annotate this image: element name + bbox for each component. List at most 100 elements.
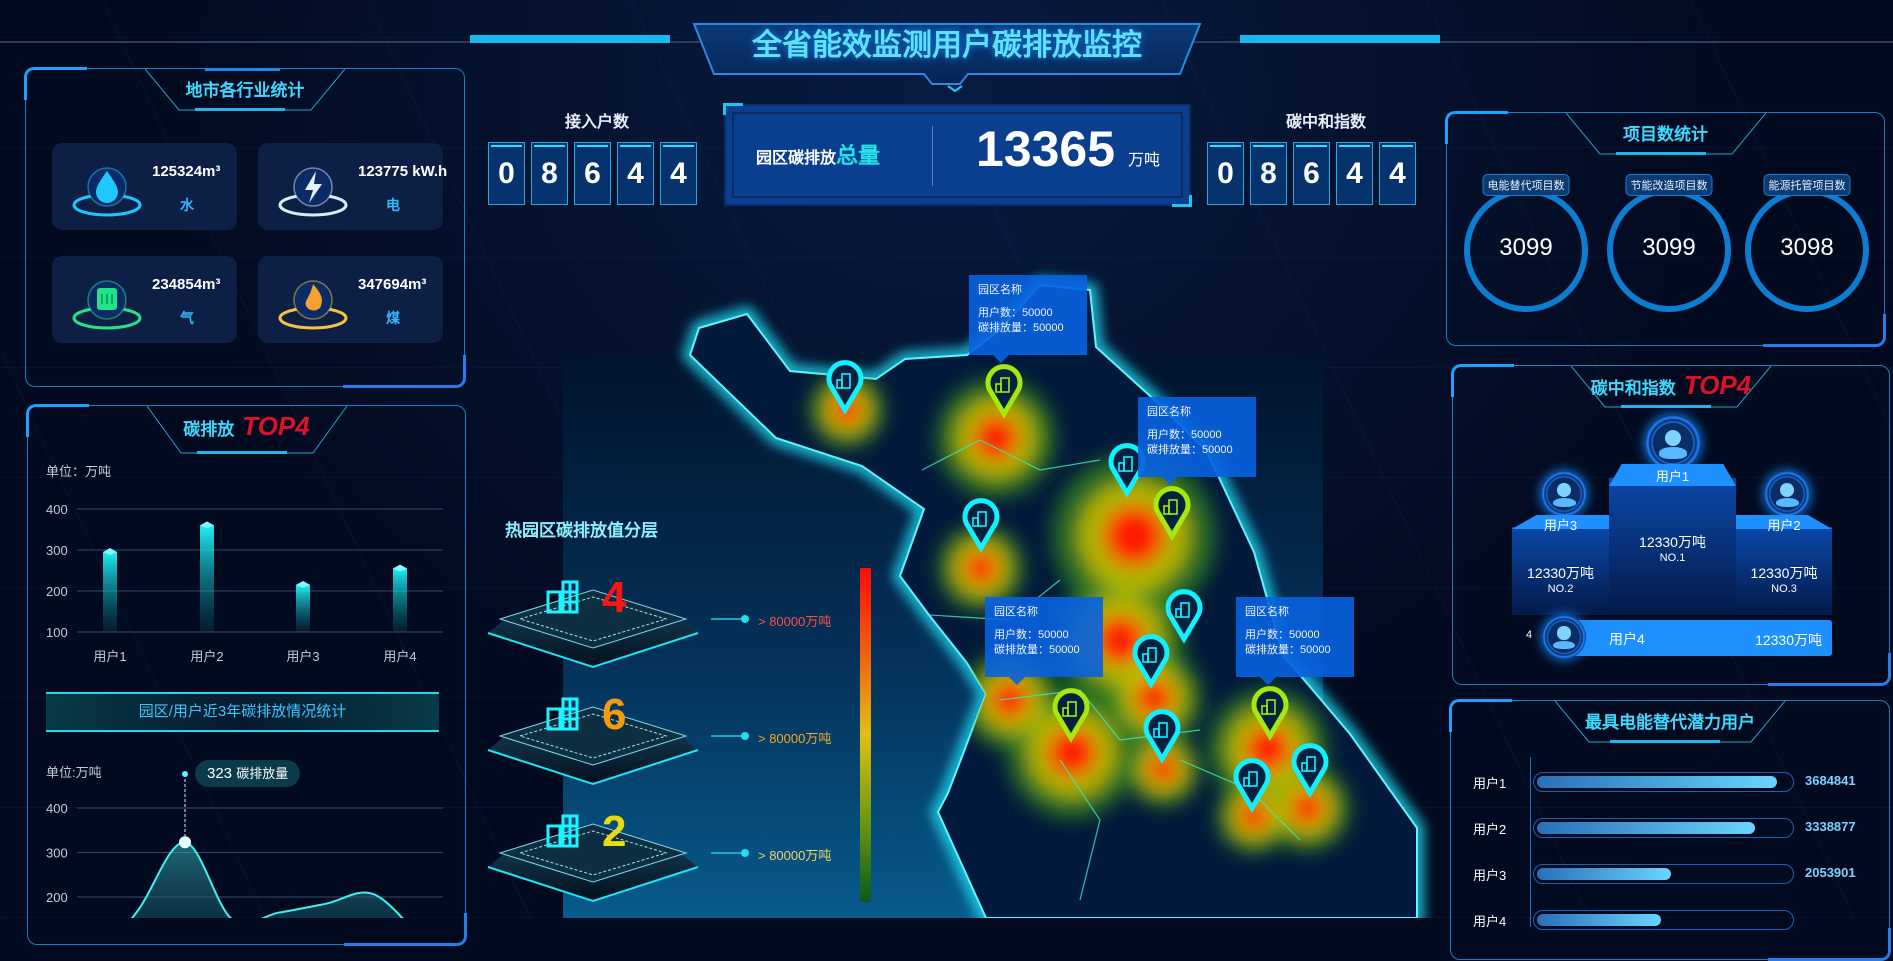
building-pin-icon[interactable]: [1165, 589, 1203, 644]
layer-threshold: > 80000万吨: [758, 614, 832, 629]
popup-emission: 碳排放量：50000: [994, 644, 1080, 656]
industry-card: 123775 kW.h 电: [258, 143, 447, 230]
project-count-ring: 节能改造项目数 3099: [1607, 174, 1731, 312]
line-series: [130, 841, 404, 918]
bar-cap: [296, 580, 310, 588]
building-pin-icon[interactable]: [1233, 758, 1271, 813]
potential-bar-fill: [1537, 776, 1777, 788]
top4-accent: TOP4: [242, 411, 310, 441]
panel-title-tab: 项目数统计: [1565, 112, 1766, 156]
fourth-value: 12330万吨: [1755, 632, 1822, 648]
potential-bar: [1533, 818, 1794, 838]
park-popup[interactable]: 园区名称 用户数：50000 碳排放量：50000: [1138, 397, 1256, 485]
podium-rank: NO.1: [1659, 552, 1686, 564]
digit-box: 8: [1250, 142, 1287, 205]
popup-users: 用户数：50000: [1147, 429, 1222, 441]
layer-threshold: > 80000万吨: [758, 848, 832, 863]
peak-point[interactable]: [179, 836, 191, 849]
heat-spot: [1149, 755, 1177, 783]
industry-label: 气: [180, 310, 194, 326]
building-pin-icon[interactable]: [1251, 686, 1289, 741]
fourth-name: 用户4: [1609, 631, 1645, 647]
bar[interactable]: [393, 568, 407, 632]
y-tick-label: 200: [46, 890, 68, 905]
popup-users: 用户数：50000: [1245, 629, 1320, 641]
project-label: 节能改造项目数: [1625, 174, 1713, 196]
header-frame: [0, 23, 1893, 93]
layer-plate: [487, 697, 749, 786]
podium-value: 12330万吨: [1750, 565, 1818, 581]
bar[interactable]: [296, 584, 310, 632]
park-popup[interactable]: 园区名称 用户数：50000 碳排放量：50000: [1236, 597, 1354, 685]
heat-spot: [1291, 792, 1323, 824]
fourth-place-row[interactable]: 用户4 12330万吨: [1569, 620, 1832, 656]
potential-bar-fill: [1537, 914, 1661, 926]
project-count-ring: 电能替代项目数 3099: [1464, 174, 1588, 312]
potential-axis: [1530, 757, 1531, 927]
popup-name: 园区名称: [1245, 606, 1289, 618]
project-count-ring: 能源托管项目数 3098: [1745, 174, 1869, 312]
industry-card: 347694m³ 煤: [258, 256, 443, 343]
potential-user-label: 用户4: [1473, 914, 1507, 929]
bar[interactable]: [103, 552, 117, 632]
bar[interactable]: [200, 525, 214, 632]
heat-spot: [1104, 506, 1164, 566]
building-pin-icon[interactable]: [985, 364, 1023, 419]
digit-box: 6: [574, 142, 611, 205]
project-label: 电能替代项目数: [1482, 174, 1570, 196]
left-charts: 400 300 200 100 用户1 用户2 用户3 用户4 400 300 200: [46, 502, 443, 918]
building-pin-icon[interactable]: [1291, 743, 1329, 798]
building-pin-icon[interactable]: [962, 498, 1000, 553]
project-value: 3099: [1499, 234, 1553, 261]
panel-title: 项目数统计: [1623, 125, 1708, 144]
total-label: 园区碳排放总量: [756, 138, 880, 170]
popup-name: 园区名称: [1147, 406, 1191, 418]
park-popup[interactable]: 园区名称 用户数：50000 碳排放量：50000: [985, 597, 1103, 685]
building-pin-icon[interactable]: [1052, 688, 1090, 743]
x-tick-label: 用户1: [93, 649, 126, 664]
potential-user-label: 用户3: [1473, 868, 1507, 883]
tooltip-value: 323: [207, 765, 233, 782]
digit-box: 8: [531, 142, 568, 205]
y-tick-label: 200: [46, 584, 68, 599]
potential-bar: [1533, 864, 1794, 884]
building-pin-icon[interactable]: [1143, 709, 1181, 764]
building-pin-icon[interactable]: [826, 360, 864, 415]
flame-icon: [278, 280, 348, 330]
total-emission-box: 园区碳排放总量 13365 万吨: [723, 103, 1192, 207]
potential-user-label: 用户1: [1473, 776, 1507, 791]
podium-name: 用户3: [1543, 518, 1578, 533]
popup-emission: 碳排放量：50000: [1245, 644, 1331, 656]
line-tooltip: 323 碳排放量: [195, 760, 301, 787]
panel-title-text: 碳排放: [183, 420, 235, 439]
popup-emission: 碳排放量：50000: [978, 322, 1064, 334]
heat-spot: [992, 682, 1028, 718]
park-popup[interactable]: 园区名称 用户数：50000 碳排放量：50000: [969, 275, 1087, 363]
building-pin-icon[interactable]: [1132, 634, 1170, 689]
layer-plate: [487, 814, 749, 903]
project-label: 能源托管项目数: [1763, 174, 1851, 196]
podium-name: 用户2: [1767, 518, 1801, 533]
potential-bar-fill: [1537, 822, 1755, 834]
digit-box: 4: [1336, 142, 1373, 205]
y-tick-label: 400: [46, 801, 68, 816]
industry-label: 电: [386, 197, 400, 213]
industry-label: 煤: [386, 310, 400, 326]
project-stats-panel: 项目数统计: [1445, 111, 1886, 347]
y-tick-label: 400: [46, 502, 68, 517]
layers-title: 热园区碳排放值分层: [505, 521, 658, 540]
heat-spot: [1048, 729, 1096, 777]
digit-box: 4: [660, 142, 697, 205]
project-value: 3098: [1780, 234, 1834, 261]
podium-first: 用户1 12330万吨 NO.1: [1609, 464, 1736, 615]
building-pin-icon[interactable]: [1153, 486, 1191, 541]
total-value: 13365: [976, 121, 1116, 177]
industry-value: 234854m³: [152, 276, 221, 293]
bar-unit-label: 单位：万吨: [46, 464, 112, 479]
layer-plates: [487, 568, 871, 903]
heat-spot: [1240, 802, 1268, 830]
popup-emission: 碳排放量：50000: [1147, 444, 1233, 456]
x-tick-label: 用户3: [286, 649, 319, 664]
avatar-user4: [1542, 615, 1586, 659]
lightning-icon: [278, 167, 348, 217]
